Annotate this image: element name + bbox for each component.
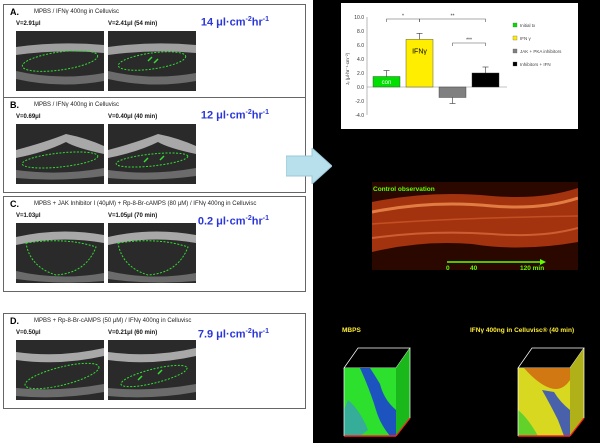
control-observation-title: Control observation <box>373 186 435 193</box>
volume-after: V=1.05μl (70 min) <box>108 213 158 219</box>
panel-a: A. MPBS / IFNγ 400ng in Celluvisc V=2.91… <box>3 4 306 100</box>
bar <box>471 72 500 88</box>
volume-after: V=2.41μl (54 min) <box>108 21 158 27</box>
volume-before: V=1.03μl <box>16 213 41 219</box>
y-tick-label: -4.0 <box>355 113 364 119</box>
legend-label: IFN γ <box>520 36 531 41</box>
oct-image-after <box>108 223 196 283</box>
y-tick-label: 0.0 <box>357 85 364 91</box>
legend-swatch <box>512 61 518 67</box>
legend-label: Initial tx <box>520 23 536 28</box>
oct-image-after <box>108 340 196 400</box>
legend-label: JAK + PKA inhibitors <box>520 49 562 54</box>
bar-label: IFNγ <box>412 48 427 55</box>
cube-right-image <box>514 340 586 440</box>
y-tick-label: 4.0 <box>357 57 364 63</box>
bar-chart: 10.0 8.0 6.0 4.0 2.0 0.0 -2.0 -4.0 Jᵥ (μl·hr⁻¹·c… <box>341 3 578 129</box>
fluid-rate: 14 μl·cm-2hr-1 <box>200 16 269 29</box>
volume-before: V=2.91μl <box>16 21 41 27</box>
oct-image-before <box>16 340 104 400</box>
legend-swatch <box>512 48 518 54</box>
panel-letter: C. <box>10 199 19 209</box>
panel-condition: MPBS + Rp-8-Br-cAMPS (50 μM) / IFNγ 400n… <box>34 318 192 324</box>
volume-after: V=0.40μl (40 min) <box>108 114 158 120</box>
y-axis-label: Jᵥ (μl·hr⁻¹·cm⁻²) <box>345 52 350 85</box>
significance-label: ** <box>451 14 455 20</box>
fluid-rate: 7.9 μl·cm-2hr-1 <box>197 328 269 341</box>
legend-label: Inhibitors + IFN <box>520 62 551 67</box>
significance-label: * <box>402 14 404 20</box>
oct-image-after <box>108 124 196 184</box>
oct-image-after <box>108 31 196 91</box>
oct-image-before <box>16 31 104 91</box>
y-tick-label: 10.0 <box>354 15 364 21</box>
y-tick-label: 2.0 <box>357 71 364 77</box>
cube-left-title: MBPS <box>342 327 361 334</box>
panel-letter: A. <box>10 7 19 17</box>
volume-before: V=0.50μl <box>16 330 41 336</box>
oct-image-before <box>16 124 104 184</box>
timeline-tick: 120 min <box>520 265 545 272</box>
figure-left-panels: A. MPBS / IFNγ 400ng in Celluvisc V=2.91… <box>0 0 313 443</box>
cube-left-image <box>340 340 412 440</box>
bar <box>405 39 434 88</box>
panel-d: D. MPBS + Rp-8-Br-cAMPS (50 μM) / IFNγ 4… <box>3 313 306 409</box>
oct-image-before <box>16 223 104 283</box>
panel-letter: D. <box>10 316 19 326</box>
cube-right-title: IFNγ 400ng in Celluvisc® (40 min) <box>470 327 575 334</box>
panel-b: B. MPBS / IFNγ 400ng in Celluvisc V=0.69… <box>3 97 306 193</box>
bar <box>438 86 467 98</box>
control-observation-image <box>372 182 578 270</box>
timeline-tick: 40 <box>470 265 478 272</box>
panel-letter: B. <box>10 100 19 110</box>
fluid-rate: 0.2 μl·cm-2hr-1 <box>197 215 269 228</box>
significance-label: *** <box>466 38 472 44</box>
volume-before: V=0.69μl <box>16 114 41 120</box>
significance-bracket <box>452 42 486 46</box>
significance-bracket <box>419 18 486 22</box>
panel-condition: MPBS / IFNγ 400ng in Celluvisc <box>34 9 120 15</box>
bar-chart-svg: 10.0 8.0 6.0 4.0 2.0 0.0 -2.0 -4.0 Jᵥ (μl·hr⁻¹·c… <box>345 14 562 120</box>
legend-swatch <box>512 22 518 28</box>
bar-label: con <box>382 80 392 86</box>
volume-after: V=0.21μl (60 min) <box>108 330 158 336</box>
panel-condition: MPBS / IFNγ 400ng in Celluvisc <box>34 102 120 108</box>
fluid-rate: 12 μl·cm-2hr-1 <box>200 109 269 122</box>
panel-condition: MPBS + JAK Inhibitor I (40μM) + Rp-8-Br-… <box>34 201 257 207</box>
y-tick-label: 6.0 <box>357 43 364 49</box>
y-tick-label: -2.0 <box>355 99 364 105</box>
y-tick-label: 8.0 <box>357 29 364 35</box>
legend-swatch <box>512 35 518 41</box>
panel-c: C. MPBS + JAK Inhibitor I (40μM) + Rp-8-… <box>3 196 306 292</box>
timeline-tick: 0 <box>446 265 450 272</box>
pointer-arrow-icon <box>285 146 333 189</box>
